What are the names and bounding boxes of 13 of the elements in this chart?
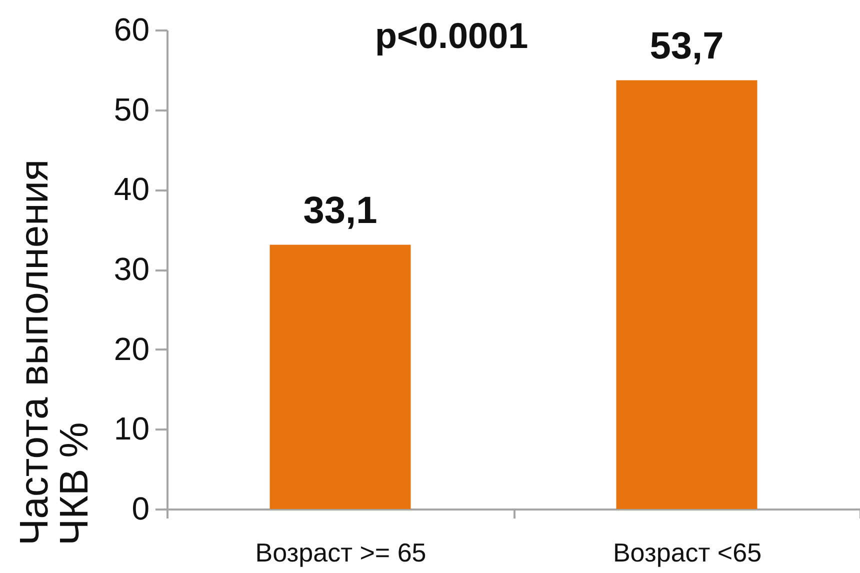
x-tick-label: Возраст >= 65 <box>255 538 426 568</box>
y-tick-label: 30 <box>114 251 150 287</box>
y-tick-label: 20 <box>114 330 150 367</box>
x-tick-label: Возраст <65 <box>612 538 762 568</box>
data-label: 33,1 <box>303 190 378 232</box>
data-label: 53,7 <box>650 25 724 68</box>
y-tick-label: 0 <box>132 490 150 526</box>
y-tick-label: 10 <box>114 410 150 447</box>
y-tick-label: 50 <box>114 91 150 128</box>
annotation: p<0.0001 <box>375 15 528 56</box>
y-tick-label: 40 <box>114 171 150 208</box>
y-tick-label: 60 <box>114 12 150 48</box>
y-axis-title: Частота выполнения ЧКВ % <box>12 159 96 546</box>
